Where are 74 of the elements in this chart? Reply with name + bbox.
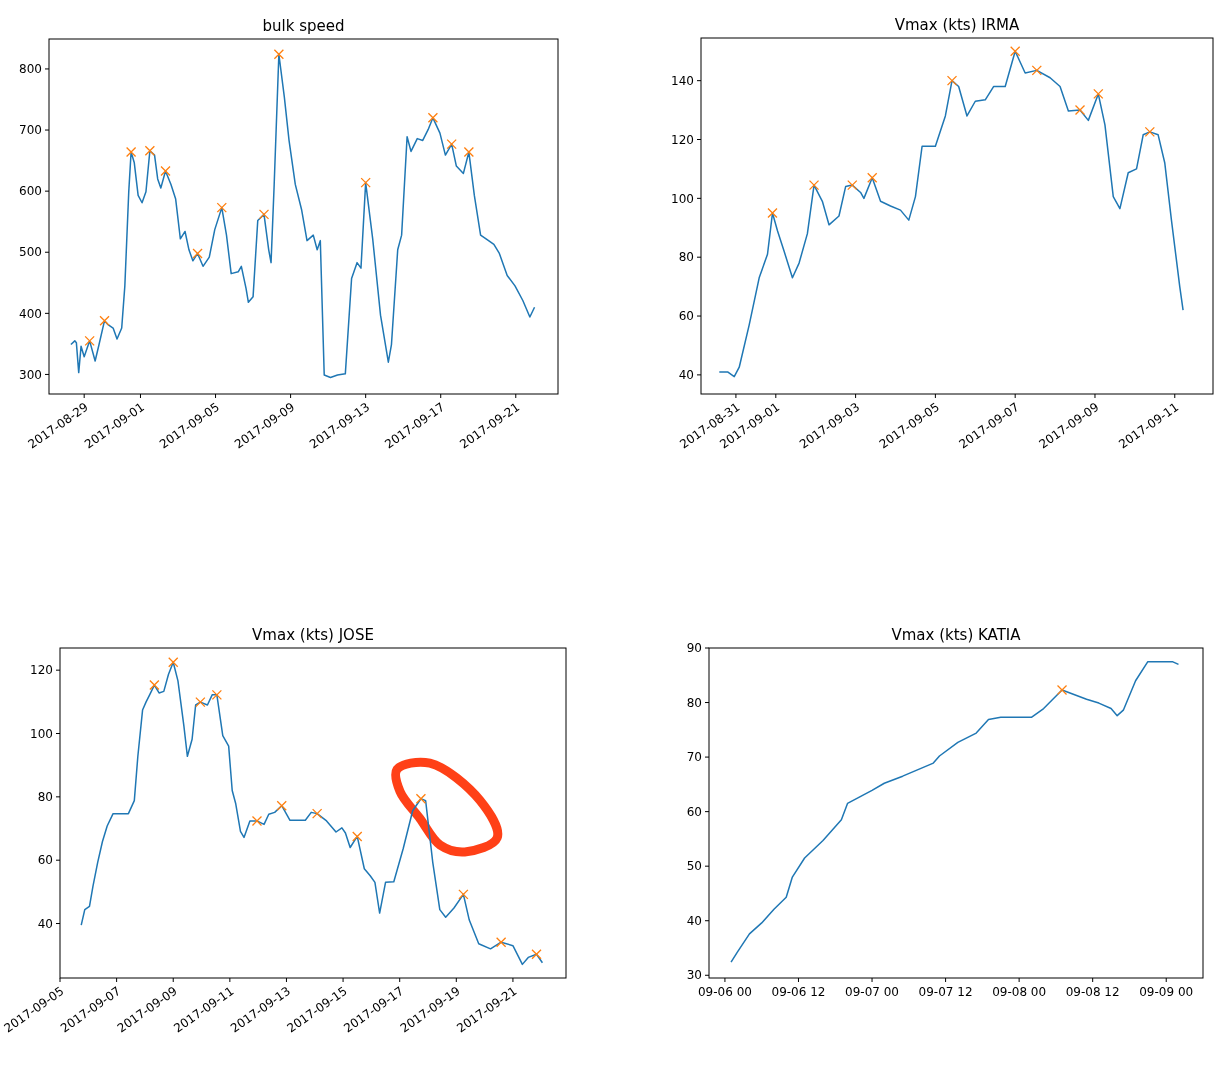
point — [463, 146, 475, 158]
point — [149, 679, 160, 691]
y-tick-label: 60 — [686, 804, 702, 819]
point — [531, 949, 542, 960]
point — [352, 831, 363, 842]
line-series — [718, 50, 1184, 378]
point — [251, 815, 263, 827]
y-tick-label: 50 — [686, 859, 702, 874]
point — [211, 689, 223, 701]
y-tick-label: 40 — [686, 913, 702, 928]
chart-title: bulk speed — [262, 17, 345, 35]
point — [446, 138, 457, 150]
point — [125, 146, 137, 158]
point — [276, 800, 287, 811]
point — [84, 335, 95, 346]
y-tick-label: 800 — [19, 62, 42, 77]
x-tick-label: 09-07 00 — [845, 984, 900, 999]
x-tick-label: 09-09 00 — [1139, 984, 1194, 999]
point — [99, 315, 110, 326]
line-series — [70, 53, 536, 379]
point — [311, 808, 323, 819]
x-tick-label: 09-07 12 — [918, 984, 973, 999]
y-tick-label: 60 — [37, 853, 53, 868]
y-tick-label: 60 — [678, 309, 694, 324]
point — [867, 172, 878, 183]
point — [192, 248, 203, 259]
y-tick-label: 120 — [30, 663, 53, 678]
point — [427, 112, 439, 123]
point — [1074, 104, 1086, 116]
point — [216, 202, 227, 213]
point — [767, 207, 778, 219]
point — [144, 145, 156, 156]
chart-title: Vmax (kts) KATIA — [891, 626, 1022, 644]
y-tick-label: 80 — [686, 695, 702, 710]
point — [168, 657, 179, 668]
y-tick-label: 140 — [671, 73, 694, 88]
point — [1093, 88, 1104, 100]
point — [1031, 65, 1042, 76]
line-series — [730, 660, 1180, 963]
y-tick-label: 40 — [678, 368, 694, 383]
y-tick-label: 300 — [19, 367, 42, 382]
point — [1144, 126, 1155, 137]
y-tick-label: 400 — [19, 306, 42, 321]
point — [495, 937, 507, 948]
x-tick-label: 09-06 12 — [771, 984, 826, 999]
x-tick-label: 09-08 00 — [992, 984, 1047, 999]
point — [946, 75, 958, 86]
line-series — [80, 661, 544, 966]
point — [360, 177, 371, 188]
x-tick-label: 09-06 00 — [697, 984, 752, 999]
y-tick-label: 500 — [19, 245, 42, 260]
point — [258, 209, 270, 220]
y-tick-label: 700 — [19, 123, 42, 138]
chart-title: Vmax (kts) IRMA — [894, 16, 1021, 34]
y-tick-label: 30 — [686, 968, 702, 983]
point — [458, 889, 469, 900]
y-tick-label: 600 — [19, 184, 42, 199]
point — [1010, 46, 1021, 57]
point — [195, 697, 206, 708]
y-tick-label: 40 — [37, 916, 53, 931]
y-tick-label: 120 — [671, 132, 694, 147]
point — [160, 165, 171, 177]
y-tick-label: 100 — [671, 191, 694, 206]
y-tick-label: 70 — [686, 750, 702, 765]
y-tick-label: 80 — [678, 250, 694, 265]
y-tick-label: 80 — [37, 790, 53, 805]
y-tick-label: 90 — [686, 641, 702, 656]
point — [273, 49, 285, 60]
chart-title: Vmax (kts) JOSE — [252, 626, 374, 644]
point — [847, 179, 858, 191]
x-tick-label: 09-08 12 — [1065, 984, 1120, 999]
point — [808, 179, 820, 191]
point — [415, 793, 427, 804]
y-tick-label: 100 — [30, 726, 53, 741]
